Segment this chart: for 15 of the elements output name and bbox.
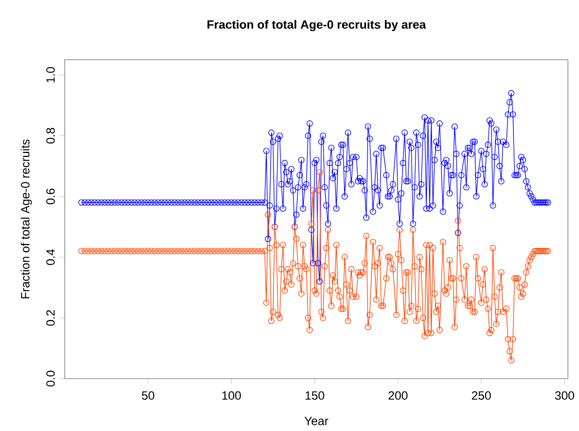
y-tick-label: 0.8 bbox=[46, 128, 55, 144]
x-tick-label: 100 bbox=[222, 391, 241, 400]
x-axis-title: Year bbox=[304, 416, 328, 425]
y-tick-label: 0.4 bbox=[46, 249, 55, 265]
y-tick-label: 0.2 bbox=[46, 310, 55, 326]
x-tick-label: 50 bbox=[142, 391, 154, 400]
chart-title: Fraction of total Age-0 recruits by area bbox=[208, 20, 426, 31]
y-tick-label: 0.0 bbox=[46, 370, 55, 386]
y-tick-label: 0.6 bbox=[46, 188, 55, 204]
x-tick-label: 200 bbox=[388, 391, 408, 400]
y-axis-title: Fraction of total Age-0 recruits bbox=[20, 139, 32, 298]
x-tick-label: 250 bbox=[472, 391, 491, 400]
y-tick-label: 1.0 bbox=[46, 66, 55, 82]
x-tick-label: 150 bbox=[306, 391, 324, 400]
x-tick-label: 300 bbox=[555, 391, 574, 400]
